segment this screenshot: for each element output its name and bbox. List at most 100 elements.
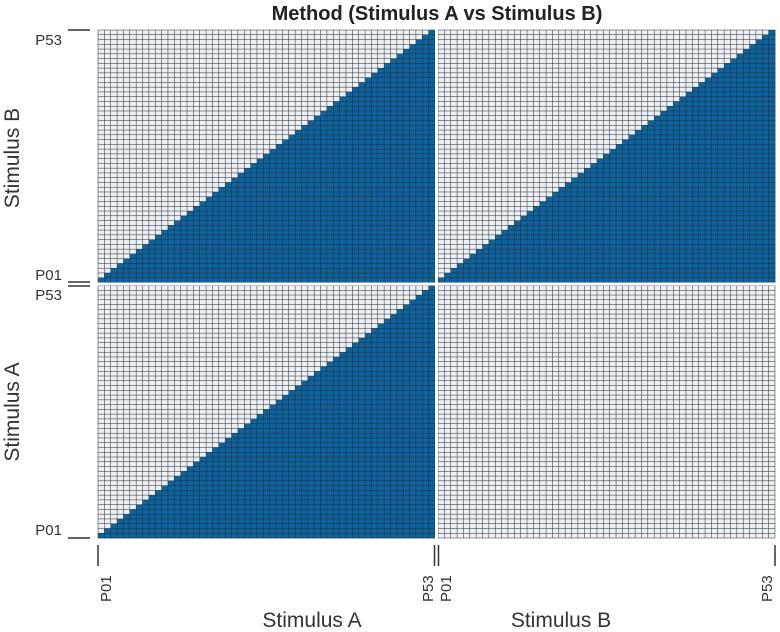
cell-row-filled-stimulus-a-stimulus-a: [365, 333, 436, 339]
block-background-stimulus-a-stimulus-b: [438, 285, 775, 538]
cell-row-filled-stimulus-a-stimulus-a: [377, 323, 436, 329]
axis-ticks: [68, 29, 776, 566]
cell-row-filled-stimulus-b-stimulus-b: [603, 153, 776, 159]
cell-row-filled-stimulus-b-stimulus-a: [377, 68, 436, 74]
cell-row-filled-stimulus-a-stimulus-a: [352, 342, 436, 348]
cell-row-filled-stimulus-a-stimulus-a: [326, 361, 436, 367]
cell-row-filled-stimulus-a-stimulus-a: [403, 304, 436, 310]
cell-row-filled-stimulus-a-stimulus-a: [428, 285, 436, 291]
cell-row-filled-stimulus-b-stimulus-a: [98, 277, 436, 283]
cell-row-filled-stimulus-b-stimulus-b: [679, 96, 776, 102]
cell-row-filled-stimulus-b-stimulus-b: [476, 249, 776, 255]
cell-row-filled-stimulus-b-stimulus-b: [743, 49, 776, 55]
cell-row-filled-stimulus-a-stimulus-a: [161, 485, 436, 491]
chart-title: Method (Stimulus A vs Stimulus B): [272, 3, 603, 25]
cell-row-filled-stimulus-b-stimulus-a: [174, 220, 436, 226]
cell-row-filled-stimulus-b-stimulus-b: [730, 58, 776, 64]
x-axis-label-stimulus-b: Stimulus B: [511, 609, 611, 632]
x-tick-label-stimulus-b-start: P01: [438, 575, 455, 602]
cell-row-filled-stimulus-b-stimulus-a: [301, 125, 436, 131]
horizontal-separator: [97, 282, 776, 286]
cell-row-filled-stimulus-a-stimulus-a: [174, 476, 436, 482]
cell-row-filled-stimulus-b-stimulus-b: [692, 87, 776, 93]
cell-row-filled-stimulus-b-stimulus-b: [552, 191, 776, 198]
cell-row-filled-stimulus-b-stimulus-a: [428, 30, 436, 36]
cell-row-filled-stimulus-b-stimulus-a: [136, 249, 436, 255]
cell-row-filled-stimulus-a-stimulus-a: [314, 371, 436, 377]
cell-row-filled-stimulus-b-stimulus-b: [654, 115, 776, 121]
cell-row-filled-stimulus-b-stimulus-a: [326, 106, 436, 112]
y-axis-label-stimulus-a: Stimulus A: [1, 362, 24, 461]
cell-row-filled-stimulus-b-stimulus-a: [365, 77, 436, 83]
cell-row-filled-stimulus-a-stimulus-a: [263, 409, 436, 415]
cell-row-filled-stimulus-b-stimulus-b: [755, 39, 776, 45]
cell-row-filled-stimulus-b-stimulus-a: [250, 163, 436, 169]
cell-row-filled-stimulus-b-stimulus-a: [339, 96, 436, 102]
cell-row-filled-stimulus-b-stimulus-a: [276, 144, 436, 150]
y-tick-label-stimulus-b-end: P53: [35, 32, 62, 49]
cell-row-filled-stimulus-b-stimulus-b: [488, 239, 776, 245]
cell-row-filled-stimulus-b-stimulus-a: [415, 39, 436, 45]
cell-row-filled-stimulus-a-stimulus-a: [225, 437, 436, 444]
cell-row-filled-stimulus-b-stimulus-b: [514, 220, 776, 226]
cell-row-filled-stimulus-b-stimulus-b: [577, 172, 776, 178]
cell-row-filled-stimulus-b-stimulus-a: [225, 182, 436, 188]
cell-row-filled-stimulus-b-stimulus-b: [705, 77, 776, 83]
cell-row-filled-stimulus-a-stimulus-a: [123, 514, 436, 520]
cell-row-filled-stimulus-b-stimulus-a: [403, 49, 436, 55]
y-axis-label-stimulus-b: Stimulus B: [1, 108, 24, 208]
cell-row-filled-stimulus-a-stimulus-a: [301, 380, 436, 386]
cell-row-filled-stimulus-b-stimulus-b: [616, 144, 776, 150]
block-separators: [97, 29, 776, 539]
cell-row-filled-stimulus-b-stimulus-a: [263, 153, 436, 159]
cell-row-filled-stimulus-b-stimulus-b: [527, 211, 776, 217]
cell-row-filled-stimulus-b-stimulus-a: [110, 268, 436, 274]
cell-row-filled-stimulus-a-stimulus-a: [136, 504, 436, 510]
cell-row-filled-stimulus-b-stimulus-b: [641, 125, 776, 131]
cell-row-filled-stimulus-b-stimulus-b: [628, 134, 776, 140]
cell-row-filled-stimulus-b-stimulus-a: [123, 258, 436, 264]
cell-row-filled-stimulus-a-stimulus-a: [98, 533, 436, 539]
x-tick-label-stimulus-a-end: P53: [420, 575, 437, 602]
cell-row-filled-stimulus-b-stimulus-a: [199, 201, 436, 207]
cell-row-filled-stimulus-b-stimulus-b: [450, 268, 776, 274]
cell-row-filled-stimulus-b-stimulus-a: [161, 230, 436, 236]
cell-row-filled-stimulus-a-stimulus-a: [110, 523, 436, 529]
cell-row-filled-stimulus-b-stimulus-a: [237, 172, 436, 178]
x-tick-label-stimulus-a-start: P01: [98, 575, 115, 602]
y-tick-label-stimulus-b-start: P01: [35, 267, 62, 284]
cell-row-filled-stimulus-b-stimulus-a: [288, 134, 436, 140]
cell-row-filled-stimulus-a-stimulus-a: [148, 495, 436, 501]
y-tick-label-stimulus-a-end: P53: [35, 287, 62, 304]
cell-row-filled-stimulus-b-stimulus-a: [148, 239, 436, 245]
cell-row-filled-stimulus-a-stimulus-a: [276, 399, 436, 405]
cell-row-filled-stimulus-b-stimulus-b: [590, 163, 776, 169]
cell-row-filled-stimulus-b-stimulus-a: [187, 211, 436, 217]
cell-row-filled-stimulus-b-stimulus-b: [768, 30, 776, 36]
cell-row-filled-stimulus-b-stimulus-b: [501, 230, 776, 236]
cell-row-filled-stimulus-a-stimulus-a: [212, 447, 436, 453]
gridlines-stimulus-b-stimulus-a: [97, 29, 436, 283]
cell-row-filled-stimulus-b-stimulus-b: [565, 182, 776, 188]
cell-row-filled-stimulus-a-stimulus-a: [250, 418, 436, 424]
cell-row-filled-stimulus-b-stimulus-b: [666, 106, 776, 112]
cell-row-filled-stimulus-b-stimulus-b: [717, 68, 776, 74]
gridlines-stimulus-a-stimulus-a: [97, 285, 436, 539]
cell-row-filled-stimulus-b-stimulus-a: [390, 58, 436, 64]
cell-row-filled-stimulus-a-stimulus-a: [187, 466, 436, 472]
y-tick-label-stimulus-a-start: P01: [35, 522, 62, 539]
cell-row-filled-stimulus-a-stimulus-a: [339, 352, 436, 358]
cell-row-filled-stimulus-b-stimulus-b: [463, 258, 776, 264]
cell-row-filled-stimulus-a-stimulus-a: [288, 390, 436, 396]
cell-row-filled-stimulus-b-stimulus-a: [314, 115, 436, 121]
cell-row-filled-stimulus-b-stimulus-b: [539, 201, 776, 207]
cell-row-filled-stimulus-a-stimulus-a: [415, 295, 436, 301]
cell-row-filled-stimulus-b-stimulus-a: [352, 87, 436, 93]
cell-row-filled-stimulus-a-stimulus-a: [390, 314, 436, 320]
cell-row-filled-stimulus-a-stimulus-a: [199, 457, 436, 463]
cell-row-filled-stimulus-b-stimulus-b: [438, 277, 776, 283]
cell-row-filled-stimulus-b-stimulus-a: [212, 191, 436, 198]
x-axis-label-stimulus-a: Stimulus A: [262, 609, 361, 632]
